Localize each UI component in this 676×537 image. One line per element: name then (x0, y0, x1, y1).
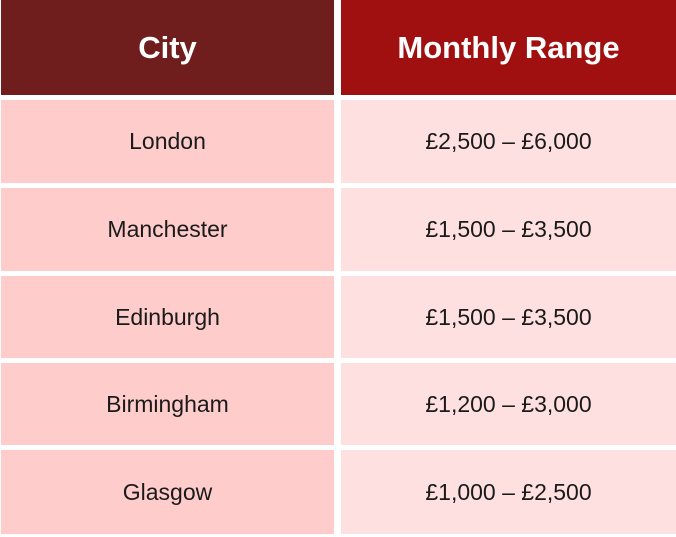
header-monthly-range: Monthly Range (341, 0, 676, 95)
table-row-city: Manchester (1, 188, 334, 271)
table-row-range: £1,500 – £3,500 (341, 188, 676, 271)
header-city: City (1, 0, 334, 95)
table-row-city: Birmingham (1, 363, 334, 445)
table-row-city: London (1, 100, 334, 183)
table-row-range: £2,500 – £6,000 (341, 100, 676, 183)
table-row-range: £1,500 – £3,500 (341, 276, 676, 358)
table-row-city: Glasgow (1, 450, 334, 534)
table-row-range: £1,000 – £2,500 (341, 450, 676, 534)
table-row-city: Edinburgh (1, 276, 334, 358)
table-row-range: £1,200 – £3,000 (341, 363, 676, 445)
